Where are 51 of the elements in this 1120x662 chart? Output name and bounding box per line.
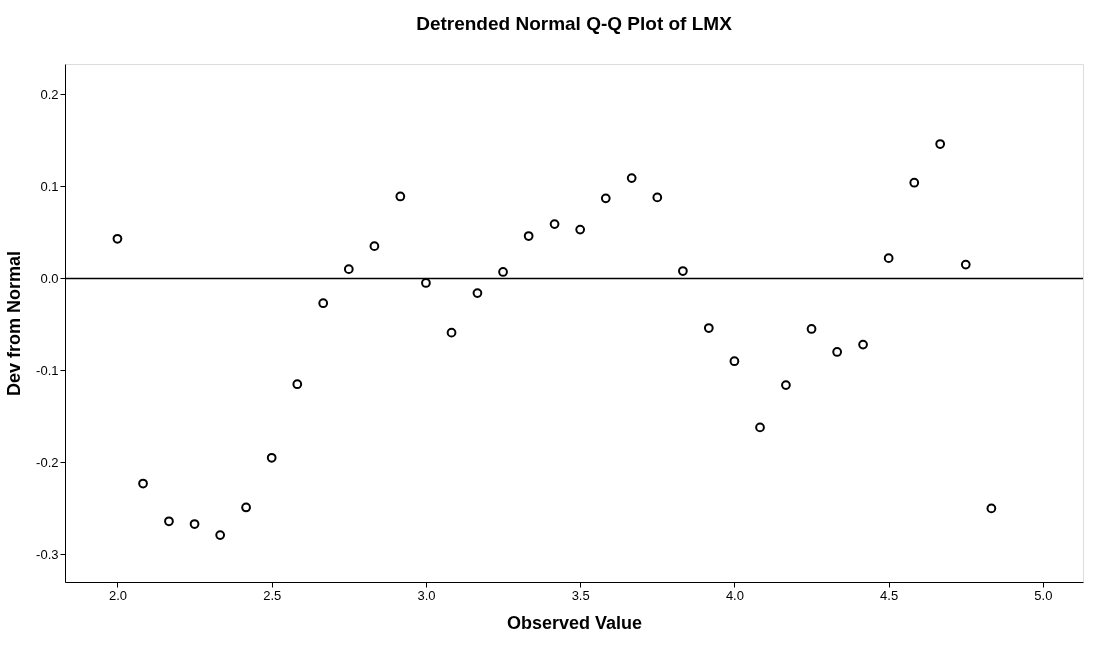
point bbox=[343, 264, 354, 275]
chart-title: Detrended Normal Q-Q Plot of LMX bbox=[416, 13, 733, 34]
point bbox=[652, 192, 663, 203]
y-axis-title: Dev from Normal bbox=[4, 250, 25, 397]
x-tick-label: 5.0 bbox=[1034, 587, 1053, 603]
point bbox=[395, 191, 406, 202]
point bbox=[241, 502, 251, 513]
y-tick-label: 0.0 bbox=[40, 270, 59, 286]
x-tick-label: 3.0 bbox=[417, 587, 436, 603]
point bbox=[986, 503, 997, 514]
point bbox=[755, 422, 765, 433]
point bbox=[215, 530, 226, 540]
point bbox=[626, 173, 637, 183]
point bbox=[858, 339, 868, 350]
y-tick-label: -0.3 bbox=[36, 546, 59, 562]
y-tick-label: -0.2 bbox=[36, 454, 59, 470]
point bbox=[369, 241, 380, 252]
point bbox=[678, 266, 688, 276]
point bbox=[523, 231, 534, 241]
y-tick-label: -0.1 bbox=[36, 362, 59, 378]
y-tick-label: 0.1 bbox=[40, 178, 59, 194]
point bbox=[549, 219, 560, 229]
point bbox=[575, 224, 586, 235]
x-axis-title: Observed Value bbox=[506, 612, 643, 633]
x-tick-label: 4.0 bbox=[725, 587, 744, 603]
point bbox=[600, 193, 611, 204]
point bbox=[189, 519, 200, 529]
point bbox=[909, 177, 920, 188]
point bbox=[960, 259, 971, 270]
point bbox=[781, 380, 791, 390]
point bbox=[421, 278, 431, 288]
x-tick-label: 4.5 bbox=[880, 587, 899, 603]
point bbox=[292, 379, 303, 390]
point bbox=[935, 139, 946, 149]
point bbox=[318, 298, 329, 309]
y-tick-label: 0.2 bbox=[40, 86, 59, 102]
point bbox=[446, 327, 457, 338]
point bbox=[883, 253, 894, 263]
point bbox=[832, 347, 843, 357]
point bbox=[164, 516, 174, 527]
point bbox=[498, 267, 508, 277]
point bbox=[703, 323, 714, 333]
point bbox=[112, 233, 123, 244]
x-tick-label: 2.0 bbox=[108, 587, 127, 603]
point bbox=[138, 478, 148, 489]
point bbox=[806, 324, 817, 334]
point bbox=[266, 452, 277, 463]
x-tick-label: 3.5 bbox=[571, 587, 590, 603]
x-tick-label: 2.5 bbox=[263, 587, 282, 603]
point bbox=[472, 288, 483, 298]
point bbox=[729, 356, 740, 367]
